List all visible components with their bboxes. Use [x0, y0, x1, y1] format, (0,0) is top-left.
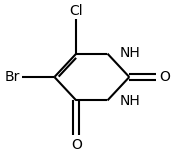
Text: Br: Br: [5, 70, 20, 84]
Text: O: O: [71, 138, 82, 152]
Text: NH: NH: [119, 94, 140, 108]
Text: O: O: [160, 70, 171, 84]
Text: Cl: Cl: [70, 4, 83, 18]
Text: NH: NH: [119, 46, 140, 60]
